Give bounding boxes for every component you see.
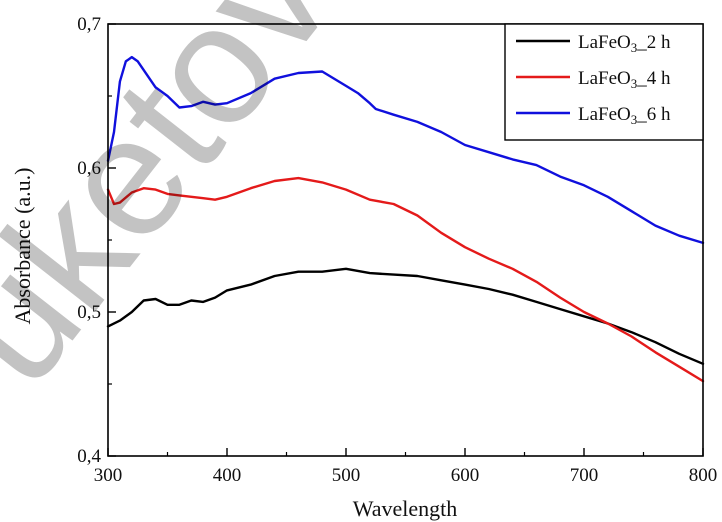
series-layer <box>106 55 705 383</box>
x-tick-label: 700 <box>570 465 599 486</box>
y-tick-label: 0,7 <box>77 14 101 35</box>
plot-frame <box>107 23 704 457</box>
x-tick-label: 500 <box>332 465 361 486</box>
x-tick-label: 300 <box>94 465 123 486</box>
x-tick-label: 400 <box>213 465 242 486</box>
legend-label-2: LaFeO3_4 h <box>578 68 671 91</box>
legend-box <box>504 23 704 141</box>
x-tick-label: 800 <box>689 465 718 486</box>
y-tick-label: 0,5 <box>77 302 101 323</box>
legend: LaFeO3_2 h LaFeO3_4 h LaFeO3_6 h <box>504 23 704 141</box>
y-axis-title: Absorbance (a.u.) <box>10 168 35 325</box>
series-line-3 <box>106 55 705 245</box>
legend-label-1: LaFeO3_2 h <box>578 32 671 55</box>
y-tick-label: 0,6 <box>77 158 101 179</box>
legend-items: LaFeO3_2 h LaFeO3_4 h LaFeO3_6 h <box>516 32 671 127</box>
x-axis-title: Wavelength <box>353 496 458 521</box>
y-tick-label: 0,4 <box>77 446 101 467</box>
x-tick-label: 600 <box>451 465 480 486</box>
series-line-1 <box>106 267 705 365</box>
series-line-2 <box>106 176 705 383</box>
legend-label-3: LaFeO3_6 h <box>578 104 671 127</box>
tick-labels-layer: 300 400 500 600 700 800 0,4 0,5 0,6 0,7 <box>77 14 717 486</box>
